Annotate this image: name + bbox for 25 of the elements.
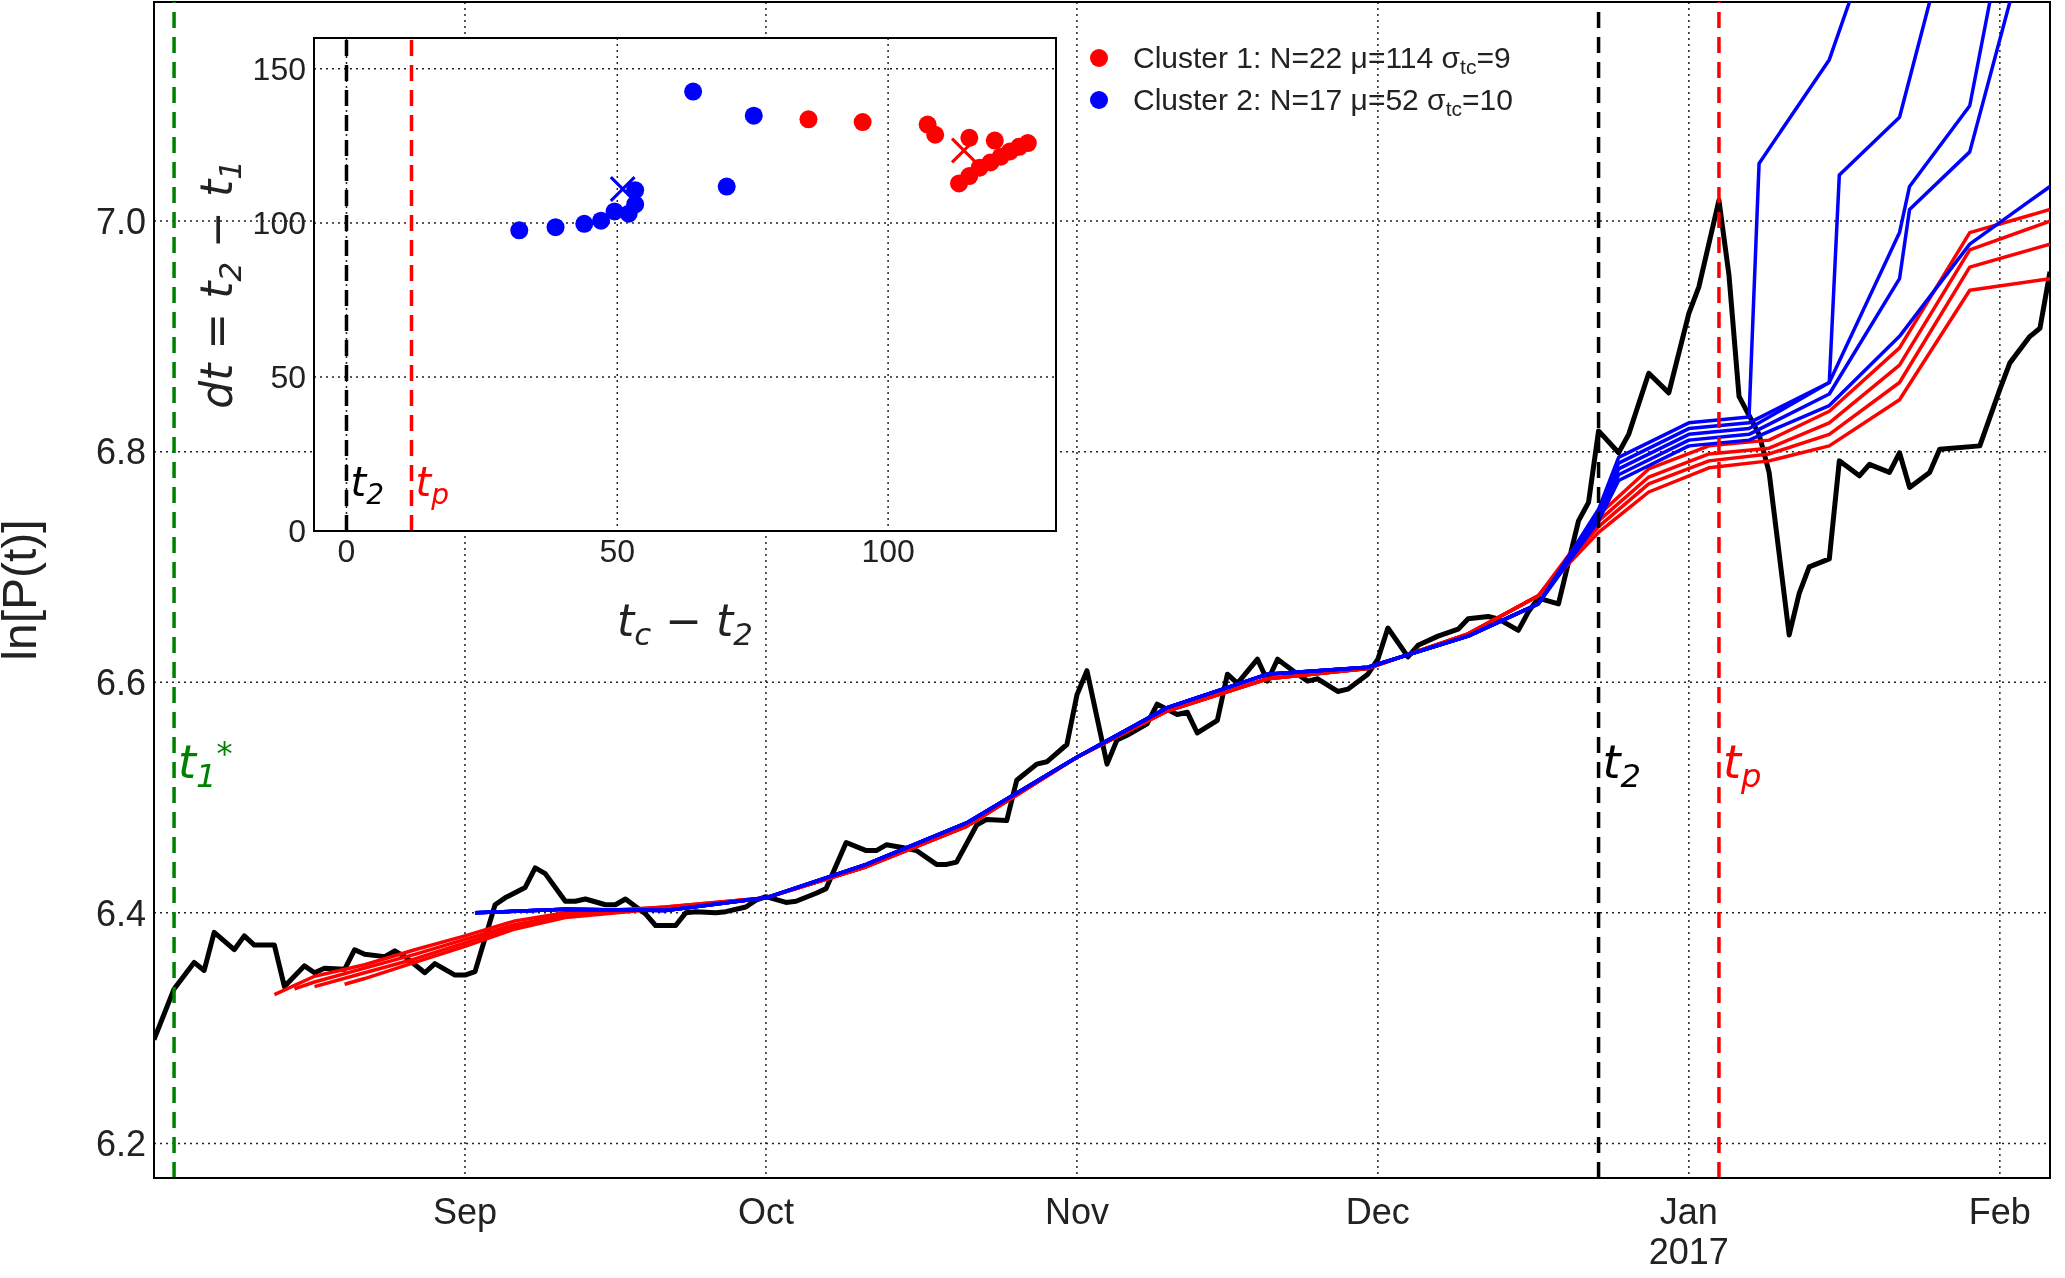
x-tick-label: Feb: [1968, 1191, 2031, 1233]
y-tick-label: 150: [252, 51, 306, 88]
y-tick-label: 100: [252, 205, 306, 242]
legend-label: Cluster 2: N=17 μ=52 σ$_{tc}$=10: [1133, 83, 1513, 120]
y-tick-label: 6.6: [95, 662, 146, 704]
x-tick-label: Jan 2017: [1648, 1191, 1729, 1272]
ref-line-label: t$_{p}$: [1722, 735, 1762, 796]
y-tick-label: 6.2: [95, 1123, 146, 1165]
x-tick-label: Oct: [737, 1191, 794, 1233]
legend-label: Cluster 1: N=22 μ=114 σ$_{tc}$=9: [1133, 41, 1511, 78]
x-axis-title: t$_{c}$ − t$_{2}$: [617, 595, 753, 652]
x-tick-label: 100: [861, 532, 915, 569]
x-tick-label: 50: [599, 532, 636, 569]
y-tick-label: 50: [270, 359, 306, 396]
ref-line-label: t$_{2}$: [350, 459, 385, 512]
x-tick-label: Sep: [432, 1191, 498, 1233]
x-tick-label: Nov: [1044, 1191, 1109, 1233]
ref-line-label: t$_{p}$: [415, 459, 449, 512]
y-tick-label: 7.0: [95, 200, 146, 242]
x-tick-label: 0: [337, 532, 356, 569]
x-tick-label: Dec: [1345, 1191, 1410, 1233]
y-tick-label: 6.8: [95, 431, 146, 473]
ref-line-label: t$_{2}$: [1602, 735, 1642, 796]
y-tick-label: 6.4: [95, 892, 146, 934]
y-axis-title: ln[P(t)]: [0, 519, 46, 661]
